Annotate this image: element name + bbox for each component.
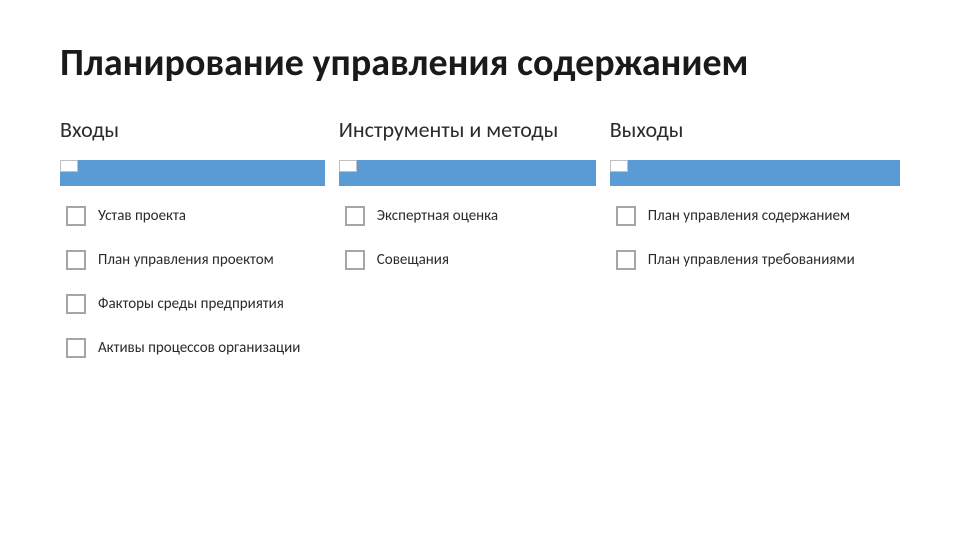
- item-label: Экспертная оценка: [377, 207, 498, 225]
- item-label: План управления проектом: [98, 251, 274, 269]
- columns-container: Входы Устав проекта План управления прое…: [60, 116, 900, 358]
- list-item: Совещания: [345, 250, 596, 270]
- column-heading: Выходы: [610, 116, 900, 146]
- slide-title: Планирование управления содержанием: [60, 40, 900, 86]
- column-heading: Инструменты и методы: [339, 116, 596, 146]
- item-label: Устав проекта: [98, 207, 186, 225]
- list-item: План управления требованиями: [616, 250, 900, 270]
- list-item: Активы процессов организации: [66, 338, 325, 358]
- item-label: Активы процессов организации: [98, 339, 300, 357]
- item-list: План управления содержанием План управле…: [610, 206, 900, 270]
- checkbox-icon: [345, 250, 365, 270]
- item-label: План управления требованиями: [648, 251, 855, 269]
- item-list: Экспертная оценка Совещания: [339, 206, 596, 270]
- item-list: Устав проекта План управления проектом Ф…: [60, 206, 325, 358]
- checkbox-icon: [66, 338, 86, 358]
- column-heading: Входы: [60, 116, 325, 146]
- list-item: План управления проектом: [66, 250, 325, 270]
- checkbox-icon: [345, 206, 365, 226]
- checkbox-icon: [66, 206, 86, 226]
- list-item: План управления содержанием: [616, 206, 900, 226]
- column-bar: [610, 160, 900, 186]
- item-label: План управления содержанием: [648, 207, 850, 225]
- column-outputs: Выходы План управления содержанием План …: [610, 116, 900, 358]
- list-item: Устав проекта: [66, 206, 325, 226]
- column-tools: Инструменты и методы Экспертная оценка С…: [339, 116, 596, 358]
- item-label: Факторы среды предприятия: [98, 295, 284, 313]
- column-bar: [339, 160, 596, 186]
- checkbox-icon: [66, 250, 86, 270]
- list-item: Факторы среды предприятия: [66, 294, 325, 314]
- list-item: Экспертная оценка: [345, 206, 596, 226]
- checkbox-icon: [616, 250, 636, 270]
- item-label: Совещания: [377, 251, 449, 269]
- column-inputs: Входы Устав проекта План управления прое…: [60, 116, 325, 358]
- bar-notch: [339, 160, 357, 172]
- checkbox-icon: [66, 294, 86, 314]
- checkbox-icon: [616, 206, 636, 226]
- column-bar: [60, 160, 325, 186]
- bar-notch: [610, 160, 628, 172]
- bar-notch: [60, 160, 78, 172]
